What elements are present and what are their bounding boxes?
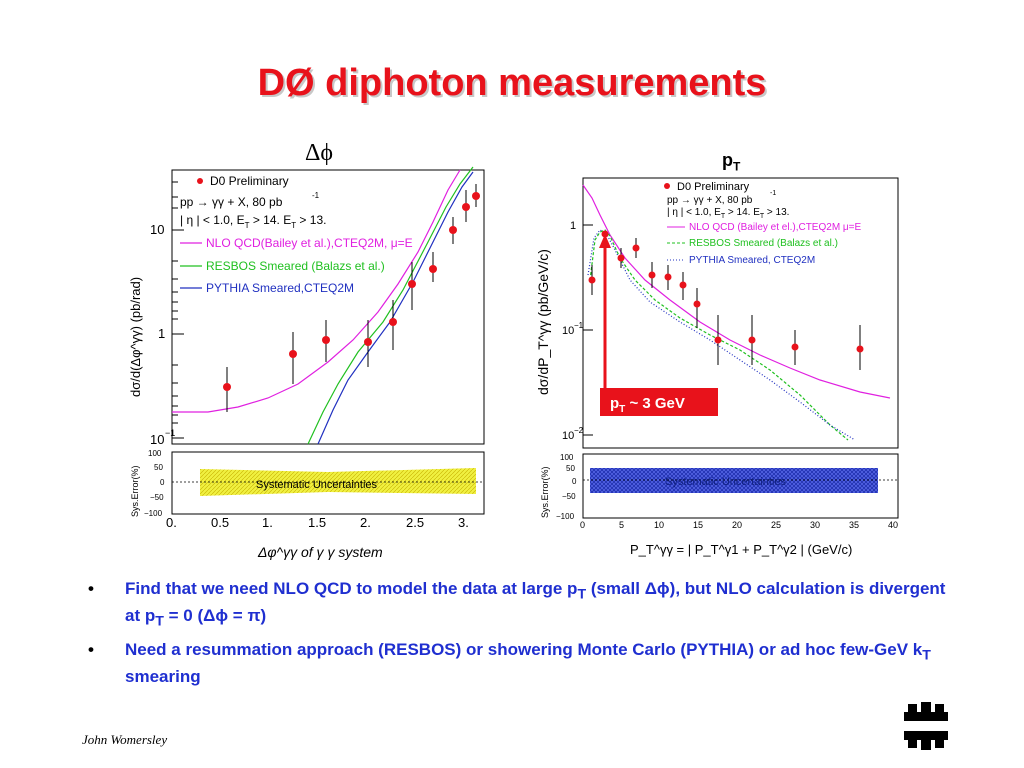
left-sys-label: Systematic Uncertainties bbox=[256, 479, 378, 491]
svg-text:30: 30 bbox=[810, 520, 820, 530]
svg-text:25: 25 bbox=[771, 520, 781, 530]
left-data-points bbox=[223, 184, 480, 412]
svg-text:20: 20 bbox=[732, 520, 742, 530]
right-legend-process: pp → γγ + X, 80 pb bbox=[667, 195, 753, 206]
left-xlabel: Δφ^γγ of γ γ system bbox=[257, 544, 383, 560]
svg-text:15: 15 bbox=[693, 520, 703, 530]
left-plot-figure: 10 1 10 −1 dσ/d(Δφ^γγ) (pb/rad) D0 Preli… bbox=[128, 166, 485, 560]
left-main-frame bbox=[171, 169, 485, 445]
svg-text:1: 1 bbox=[570, 220, 576, 232]
svg-text:1.: 1. bbox=[262, 515, 273, 530]
svg-text:−2: −2 bbox=[574, 426, 584, 435]
bullet-list: • Find that we need NLO QCD to model the… bbox=[88, 578, 948, 693]
svg-text:2.5: 2.5 bbox=[406, 515, 424, 530]
right-resbos-curve bbox=[589, 229, 849, 441]
left-legend-marker bbox=[197, 178, 203, 184]
svg-text:1.5: 1.5 bbox=[308, 515, 326, 530]
svg-text:−100: −100 bbox=[556, 512, 575, 521]
right-panel-label: pT bbox=[722, 150, 741, 174]
svg-text:35: 35 bbox=[849, 520, 859, 530]
svg-text:0: 0 bbox=[580, 520, 585, 530]
svg-text:−1: −1 bbox=[574, 321, 584, 330]
right-legend-pythia: PYTHIA Smeared, CTEQ2M bbox=[689, 255, 815, 266]
svg-text:0: 0 bbox=[572, 477, 577, 486]
left-ytick-01: 10 bbox=[150, 432, 164, 447]
svg-text:5: 5 bbox=[619, 520, 624, 530]
left-legend-resbos: RESBOS Smeared (Balazs et al.) bbox=[206, 259, 385, 273]
left-ytick-10: 10 bbox=[150, 222, 164, 237]
right-plot-figure: 1 10 −1 10 −2 dσ/dP_T^γγ (pb/GeV/c) D0 P… bbox=[535, 177, 899, 557]
right-legend-experiment: D0 Preliminary bbox=[677, 181, 750, 193]
right-sys-label: Systematic Uncertainties bbox=[665, 476, 787, 488]
right-ylabel: dσ/dP_T^γγ (pb/GeV/c) bbox=[535, 249, 551, 395]
svg-text:−50: −50 bbox=[150, 493, 164, 502]
left-ytick-exp: −1 bbox=[165, 428, 175, 438]
slide-title: DØ diphoton measurements bbox=[257, 62, 767, 104]
right-sys-band bbox=[590, 468, 878, 493]
svg-text:0.: 0. bbox=[166, 515, 177, 530]
left-legend-process-exp: -1 bbox=[312, 191, 320, 200]
left-legend-process: pp → γγ + X, 80 pb bbox=[180, 195, 283, 209]
svg-text:50: 50 bbox=[154, 463, 163, 472]
left-legend-experiment: D0 Preliminary bbox=[210, 174, 289, 188]
left-ytick-1: 1 bbox=[158, 326, 165, 341]
left-pythia-curve bbox=[317, 171, 474, 445]
right-nlo-curve bbox=[582, 184, 891, 399]
pt-annotation-box bbox=[600, 388, 718, 416]
author-footer: John Womersley bbox=[82, 732, 168, 747]
svg-text:50: 50 bbox=[566, 464, 575, 473]
svg-text:2.: 2. bbox=[360, 515, 371, 530]
left-legend-pythia: PYTHIA Smeared,CTEQ2M bbox=[206, 281, 354, 295]
right-main-frame bbox=[582, 177, 899, 449]
left-xticks: 0. 0.5 1. 1.5 2. 2.5 3. bbox=[166, 515, 469, 530]
bullet-item-1: • Find that we need NLO QCD to model the… bbox=[88, 578, 948, 633]
right-xlabel: P_T^γγ = | P_T^γ1 + P_T^γ2 | (GeV/c) bbox=[630, 542, 852, 557]
right-sys-frame bbox=[582, 453, 899, 519]
left-panel-label: Δϕ bbox=[305, 140, 334, 166]
right-data-points bbox=[588, 230, 864, 370]
right-legend-resbos: RESBOS Smeared (Balazs et al.) bbox=[689, 238, 838, 249]
svg-text:0: 0 bbox=[160, 478, 165, 487]
left-sys-ylabel: Sys.Error(%) bbox=[130, 465, 140, 517]
right-legend-cuts: | η | < 1.0, ET > 14. ET > 13. bbox=[667, 207, 789, 220]
fermilab-logo-icon bbox=[904, 702, 948, 750]
right-pythia-curve bbox=[587, 229, 856, 441]
right-xticks: 0 5 10 15 20 25 30 35 40 bbox=[580, 520, 898, 530]
pt-annotation-label: pT ~ 3 GeV bbox=[610, 395, 685, 415]
right-legend-nlo: NLO QCD (Bailey et el.),CTEQ2M μ=E bbox=[689, 222, 862, 233]
svg-text:100: 100 bbox=[560, 453, 574, 462]
bullet-item-2: • Need a resummation approach (RESBOS) o… bbox=[88, 639, 948, 687]
left-ylabel: dσ/d(Δφ^γγ) (pb/rad) bbox=[128, 277, 143, 397]
svg-text:−100: −100 bbox=[144, 509, 163, 518]
bullet-text-1: Find that we need NLO QCD to model the d… bbox=[125, 579, 946, 630]
svg-text:100: 100 bbox=[148, 449, 162, 458]
left-sys-frame bbox=[171, 451, 485, 515]
bullet-text-2: Need a resummation approach (RESBOS) or … bbox=[125, 639, 931, 687]
left-resbos-curve bbox=[307, 166, 474, 445]
svg-text:40: 40 bbox=[888, 520, 898, 530]
right-sys-ylabel: Sys.Error(%) bbox=[540, 466, 550, 518]
svg-text:-1: -1 bbox=[770, 190, 776, 197]
svg-text:10: 10 bbox=[562, 430, 574, 442]
svg-text:10: 10 bbox=[654, 520, 664, 530]
left-legend-nlo: NLO QCD(Bailey et al.),CTEQ2M, μ=E bbox=[206, 236, 413, 250]
svg-text:0.5: 0.5 bbox=[211, 515, 229, 530]
left-legend-cuts: | η | < 1.0, ET > 14. ET > 13. bbox=[180, 213, 326, 230]
svg-text:10: 10 bbox=[562, 325, 574, 337]
svg-text:3.: 3. bbox=[458, 515, 469, 530]
left-nlo-curve bbox=[172, 169, 461, 413]
svg-text:−50: −50 bbox=[562, 492, 576, 501]
